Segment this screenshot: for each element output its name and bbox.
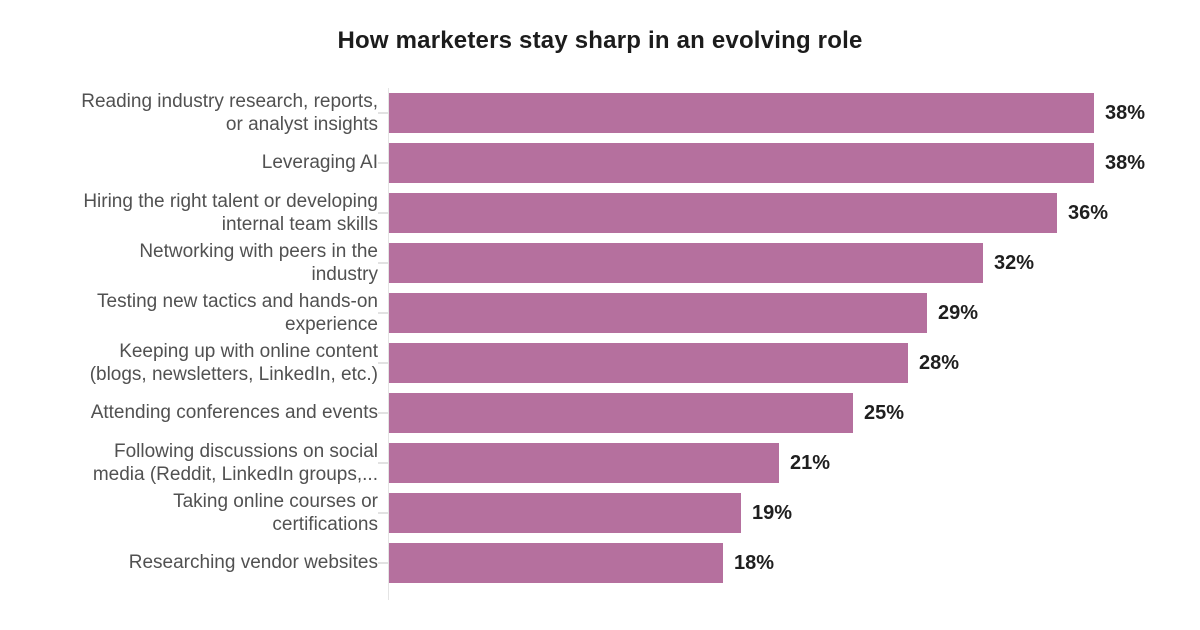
value-label: 18%	[734, 551, 775, 574]
chart-row: Leveraging AI 38%	[0, 138, 1200, 188]
axis-tick-mark	[378, 412, 388, 414]
plot-area-row: 18%	[388, 538, 1200, 588]
value-label: 21%	[790, 451, 831, 474]
bar	[389, 493, 741, 533]
chart-row: Testing new tactics and hands-on experie…	[0, 288, 1200, 338]
plot-area-row: 21%	[388, 438, 1200, 488]
axis-tick-mark	[378, 112, 388, 114]
category-label: Hiring the right talent or developing in…	[83, 190, 378, 235]
bar	[389, 93, 1094, 133]
bar	[389, 543, 723, 583]
chart-row: Taking online courses or certifications 1…	[0, 488, 1200, 538]
chart-row: Keeping up with online content (blogs, n…	[0, 338, 1200, 388]
value-label: 28%	[919, 351, 960, 374]
bar	[389, 393, 853, 433]
axis-line-stub	[388, 588, 389, 600]
value-label: 38%	[1105, 151, 1146, 174]
bar	[389, 343, 908, 383]
bar-chart: Reading industry research, reports, or a…	[0, 88, 1200, 600]
category-label: Keeping up with online content (blogs, n…	[89, 340, 378, 385]
axis-tick-mark	[378, 212, 388, 214]
bar	[389, 293, 927, 333]
plot-area-row: 38%	[388, 88, 1200, 138]
plot-area-row: 32%	[388, 238, 1200, 288]
category-label: Reading industry research, reports, or a…	[81, 90, 378, 135]
bar	[389, 193, 1057, 233]
axis-tick-mark	[378, 162, 388, 164]
bar	[389, 143, 1094, 183]
chart-row: Reading industry research, reports, or a…	[0, 88, 1200, 138]
value-label: 32%	[994, 251, 1035, 274]
plot-area-row: 19%	[388, 488, 1200, 538]
category-label: Researching vendor websites	[128, 552, 378, 574]
chart-title: How marketers stay sharp in an evolving …	[337, 27, 863, 54]
value-label: 19%	[752, 501, 793, 524]
axis-tick-mark	[378, 362, 388, 364]
bar	[389, 243, 983, 283]
category-label: Following discussions on social media (R…	[92, 440, 378, 485]
chart-row: Researching vendor websites 18%	[0, 538, 1200, 588]
chart-row: Networking with peers in the industry 32%	[0, 238, 1200, 288]
value-label: 36%	[1068, 201, 1109, 224]
chart-row: Following discussions on social media (R…	[0, 438, 1200, 488]
plot-area-row: 36%	[388, 188, 1200, 238]
plot-area-row: 28%	[388, 338, 1200, 388]
category-label: Testing new tactics and hands-on experie…	[97, 290, 378, 335]
plot-area-row: 38%	[388, 138, 1200, 188]
axis-tick-mark	[378, 312, 388, 314]
value-label: 29%	[938, 301, 979, 324]
bar	[389, 443, 779, 483]
chart-row: Attending conferences and events 25%	[0, 388, 1200, 438]
value-label: 38%	[1105, 101, 1146, 124]
plot-area-row: 25%	[388, 388, 1200, 438]
category-label: Taking online courses or certifications	[173, 490, 378, 535]
axis-tick-mark	[378, 562, 388, 564]
category-label: Leveraging AI	[261, 152, 378, 174]
value-label: 25%	[864, 401, 905, 424]
axis-tick-mark	[378, 512, 388, 514]
plot-area-row: 29%	[388, 288, 1200, 338]
category-label: Attending conferences and events	[90, 402, 378, 424]
axis-tick-mark	[378, 462, 388, 464]
chart-row: Hiring the right talent or developing in…	[0, 188, 1200, 238]
category-label: Networking with peers in the industry	[139, 240, 378, 285]
axis-tick-mark	[378, 262, 388, 264]
